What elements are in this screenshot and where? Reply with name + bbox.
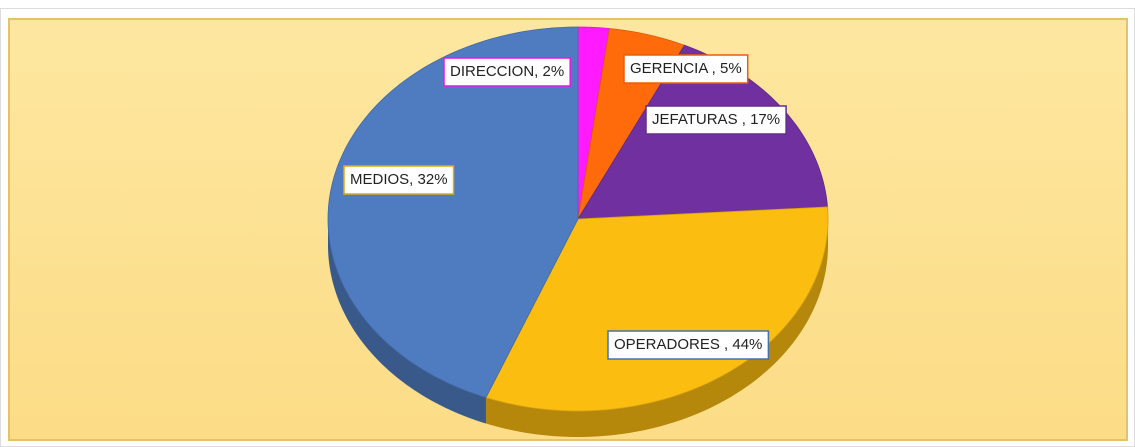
data-label: DIRECCION, 2% [450,63,564,80]
data-label-box [645,105,787,135]
data-label: OPERADORES , 44% [614,336,762,353]
slice-side [328,219,486,424]
slice [485,206,829,412]
data-label: GERENCIA , 5% [630,60,742,77]
data-label-box [623,54,749,84]
slice [327,26,579,398]
data-label-box [443,57,571,87]
data-label: MEDIOS, 32% [350,171,448,188]
slice-side [485,219,828,437]
data-label-box [607,330,770,360]
data-label-box [343,165,455,195]
data-label: JEFATURAS , 17% [652,111,780,128]
